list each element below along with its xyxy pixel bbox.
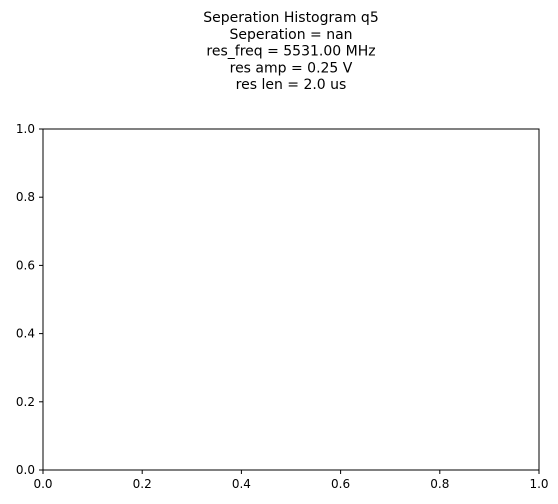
y-tick-label: 0.2 [16, 395, 35, 409]
title-line-3: res_freq = 5531.00 MHz [206, 44, 375, 60]
y-tick-label: 1.0 [16, 122, 35, 136]
title-line-1: Seperation Histogram q5 [203, 10, 378, 26]
x-tick-label: 0.0 [33, 477, 52, 491]
x-tick-label: 0.8 [430, 477, 449, 491]
y-tick-label: 0.8 [16, 190, 35, 204]
x-tick-label: 0.6 [331, 477, 350, 491]
title-line-4: res amp = 0.25 V [230, 60, 353, 76]
y-tick-label: 0.4 [16, 327, 35, 341]
x-tick-label: 0.4 [232, 477, 251, 491]
plot-area [42, 128, 540, 471]
x-tick-label: 0.2 [133, 477, 152, 491]
y-tick-label: 0.6 [16, 258, 35, 272]
y-axis: 0.0 0.2 0.4 0.6 0.8 1.0 [16, 122, 43, 477]
plot-axes: 0.0 0.2 0.4 0.6 0.8 1.0 0.0 0.2 0.4 0.6 0.8 1.0 [16, 122, 549, 491]
title-line-5: res len = 2.0 us [236, 77, 347, 93]
x-axis: 0.0 0.2 0.4 0.6 0.8 1.0 [33, 470, 549, 491]
y-tick-label: 0.0 [16, 463, 35, 477]
x-tick-label: 1.0 [529, 477, 548, 491]
title-line-2: Seperation = nan [229, 27, 352, 43]
